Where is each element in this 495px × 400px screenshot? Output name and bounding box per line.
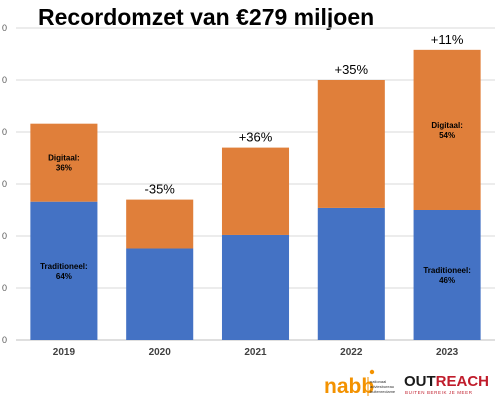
nabb-logo-line-3: buitenreclame [370,389,396,394]
nabb-logo: nabb nationaal adviesbureau buitenreclam… [324,369,396,398]
y-axis-ticks: 0 0 0 0 0 0 0 [2,23,7,345]
x-axis-ticks: 2019 2020 2021 2022 2023 [53,347,459,358]
y-tick-label: 0 [2,335,7,345]
segment-label: Traditioneel: [423,266,471,275]
outreach-logo-tagline: BUITEN BEREIK JE MEER [405,390,473,395]
y-tick-label: 0 [2,283,7,293]
bar-digitaal [126,199,194,249]
y-tick-label: 0 [2,23,7,33]
outreach-logo-out: OUT [404,373,436,390]
segment-label: Digitaal: [431,121,463,130]
bar-digitaal [221,147,290,235]
growth-labels: -35% +36% +35% +11% [145,32,464,197]
segment-label: 36% [56,164,72,173]
nabb-logo-line-1: nationaal [370,379,386,384]
x-tick-label: 2021 [244,347,267,358]
x-tick-label: 2023 [436,347,459,358]
x-tick-label: 2020 [149,347,172,358]
bar-traditioneel [317,207,385,340]
segment-label: 54% [439,131,455,140]
y-tick-label: 0 [2,127,7,137]
bar-traditioneel [30,201,98,340]
outreach-logo-reach: REACH [436,373,489,390]
segment-label: Traditioneel: [40,262,88,271]
bar-traditioneel [413,210,481,340]
bar-digitaal [317,80,385,208]
outreach-logo: OUTREACH BUITEN BEREIK JE MEER [404,373,489,395]
y-tick-label: 0 [2,231,7,241]
x-tick-label: 2019 [53,347,76,358]
nabb-logo-line-2: adviesbureau [370,384,394,389]
segment-labels: Digitaal:36%Traditioneel:64%Digitaal:54%… [40,121,471,285]
bar-traditioneel [126,248,194,340]
segment-label: 64% [56,272,72,281]
y-tick-label: 0 [2,75,7,85]
outreach-logo-text: OUTREACH [404,373,489,390]
x-tick-label: 2022 [340,347,363,358]
y-tick-label: 0 [2,179,7,189]
chart-title: Recordomzet van €279 miljoen [38,4,374,30]
bars [30,49,481,340]
bar-digitaal [413,49,481,211]
bar-traditioneel [221,234,290,340]
growth-label: +11% [431,32,464,47]
nabb-logo-dot [369,369,375,375]
segment-label: Digitaal: [48,154,80,163]
growth-label: -35% [145,182,176,197]
growth-label: +35% [334,62,368,77]
nabb-logo-name: nabb [324,375,374,398]
growth-label: +36% [239,130,273,145]
segment-label: 46% [439,276,455,285]
bar-digitaal [30,123,98,202]
